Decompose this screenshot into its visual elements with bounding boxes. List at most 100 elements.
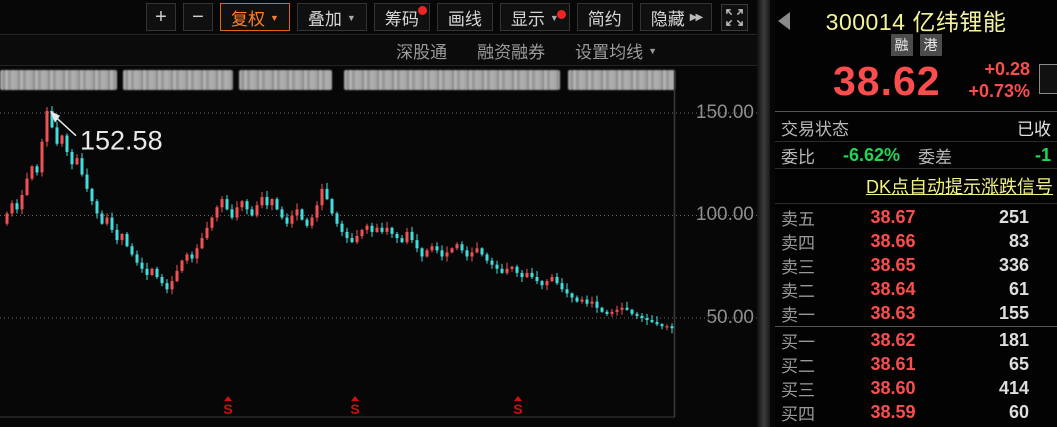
display-button[interactable]: 显示 ▼ xyxy=(499,3,570,31)
level-volume: 65 xyxy=(1008,353,1029,374)
zoom-out-button[interactable]: − xyxy=(183,3,213,31)
draw-line-label: 画线 xyxy=(447,9,482,29)
level-price: 38.63 xyxy=(870,302,916,323)
display-label: 显示 xyxy=(510,9,545,29)
sell-2-row[interactable]: 卖二 38.64 61 xyxy=(775,277,1057,301)
y-axis-tick: 100.00 xyxy=(695,204,754,225)
buy-3-row[interactable]: 买三 38.60 414 xyxy=(775,376,1057,400)
sell-5-row[interactable]: 卖五 38.67 251 xyxy=(775,205,1057,229)
hide-button[interactable]: 隐藏 ▶▶ xyxy=(639,3,713,31)
level-label: 卖四 xyxy=(781,233,815,253)
level-price: 38.59 xyxy=(870,401,916,422)
chips-button[interactable]: 筹码 xyxy=(373,3,430,31)
level-price: 38.60 xyxy=(870,377,916,398)
weibi-row: 委比 -6.62% 委差 -1 xyxy=(775,142,1057,168)
expand-arrows-icon xyxy=(726,8,744,26)
level-label: 买二 xyxy=(781,356,815,376)
overlay-button[interactable]: 叠加 ▼ xyxy=(296,3,367,31)
chevron-down-icon: ▼ xyxy=(648,46,657,56)
overlay-label: 叠加 xyxy=(307,9,342,29)
hk-connect-tag[interactable]: 港 xyxy=(919,34,942,56)
hide-label: 隐藏 xyxy=(650,9,685,29)
level-price: 38.62 xyxy=(870,329,916,350)
stock-tags: 融 港 xyxy=(775,34,1057,56)
buy-1-row[interactable]: 买一 38.62 181 xyxy=(775,328,1057,352)
simple-mode-label: 简约 xyxy=(587,9,622,29)
level-price: 38.66 xyxy=(870,230,916,251)
trade-status-row: 交易状态 已收 xyxy=(775,113,1057,141)
stock-title[interactable]: 300014 亿纬锂能 xyxy=(775,3,1057,37)
level-label: 买五 xyxy=(781,424,833,427)
panel-splitter[interactable] xyxy=(757,0,770,427)
last-price: 38.62 xyxy=(833,58,941,104)
svg-text:152.58: 152.58 xyxy=(80,126,163,156)
level-volume: 336 xyxy=(998,254,1029,275)
draw-line-button[interactable]: 画线 xyxy=(436,3,493,31)
level-label: 买四 xyxy=(781,404,815,424)
fuquan-button[interactable]: 复权 ▼ xyxy=(220,3,290,31)
sell-4-row[interactable]: 卖四 38.66 83 xyxy=(775,229,1057,253)
ma-setting-label: 设置均线 xyxy=(575,43,644,62)
chips-label: 筹码 xyxy=(384,9,419,29)
level-label: 卖三 xyxy=(781,257,815,277)
fullscreen-button[interactable] xyxy=(721,3,749,31)
buy-2-row[interactable]: 买二 38.61 65 xyxy=(775,352,1057,376)
zoom-in-button[interactable]: + xyxy=(146,3,176,31)
level-label: 卖一 xyxy=(781,305,815,325)
level-label: 卖五 xyxy=(781,209,815,229)
level-price: 38.65 xyxy=(870,254,916,275)
level-price: 38.67 xyxy=(870,206,916,227)
margin-tag[interactable]: 融 xyxy=(890,34,913,56)
weibi-label: 委比 xyxy=(781,147,815,167)
kline-chart: 152.58 S S S xyxy=(0,70,757,418)
collapse-left-icon[interactable] xyxy=(778,12,790,30)
double-arrow-icon: ▶▶ xyxy=(689,11,703,23)
censored-text-band xyxy=(239,70,332,90)
level-label: 买三 xyxy=(781,380,815,400)
shenzhen-connect-link[interactable]: 深股通 xyxy=(396,43,448,62)
level-price: 38.61 xyxy=(870,353,916,374)
level-volume: 61 xyxy=(1008,278,1029,299)
dk-signal-link[interactable]: DK点自动提示涨跌信号 xyxy=(865,177,1053,197)
trade-status-value: 已收 xyxy=(1017,119,1051,139)
censored-text-band xyxy=(123,70,233,90)
kline-chart-area[interactable]: 152.58 S S S 150.00 100.00 50.00 xyxy=(0,66,757,427)
weicha-value: -1 xyxy=(1034,144,1051,165)
margin-trading-link[interactable]: 融资融券 xyxy=(477,43,546,62)
chart-panel: + − 复权 ▼ 叠加 ▼ 筹码 画线 显示 ▼ xyxy=(0,0,757,427)
level-volume: 414 xyxy=(998,377,1029,398)
divider xyxy=(775,141,1057,142)
chart-subbar: 深股通 融资融券 设置均线 ▼ xyxy=(0,36,757,66)
divider xyxy=(775,203,1057,204)
buy-queue: 买一 38.62 181 买二 38.61 65 买三 38.60 414 买四… xyxy=(775,328,1057,427)
buy-5-row[interactable]: 买五 38.58 56 xyxy=(775,424,1057,427)
level-label: 买一 xyxy=(781,332,815,352)
level-volume: 251 xyxy=(998,206,1029,227)
ma-setting-dropdown[interactable]: 设置均线 ▼ xyxy=(575,38,657,63)
level-volume: 155 xyxy=(998,302,1029,323)
censored-text-band xyxy=(568,70,675,90)
quote-panel: 300014 亿纬锂能 融 港 38.62 +0.28 +0.73% 交易状态 … xyxy=(775,0,1057,427)
stock-code: 300014 xyxy=(825,9,906,35)
buy-4-row[interactable]: 买四 38.59 60 xyxy=(775,400,1057,424)
add-watchlist-button[interactable] xyxy=(1039,64,1057,94)
censored-text-band xyxy=(344,70,560,90)
sell-3-row[interactable]: 卖三 38.65 336 xyxy=(775,253,1057,277)
chevron-down-icon: ▼ xyxy=(346,12,356,23)
trade-status-label: 交易状态 xyxy=(781,119,849,139)
svg-text:S: S xyxy=(223,401,232,417)
level-volume: 60 xyxy=(1008,401,1029,422)
level-price: 38.58 xyxy=(833,426,953,427)
level-volume: 83 xyxy=(1008,230,1029,251)
price-change: +0.28 +0.73% xyxy=(955,58,1030,102)
level-volume: 56 xyxy=(953,426,1051,427)
chart-toolbar: + − 复权 ▼ 叠加 ▼ 筹码 画线 显示 ▼ xyxy=(0,0,757,35)
price-block: 38.62 +0.28 +0.73% xyxy=(775,56,1057,108)
sell-1-row[interactable]: 卖一 38.63 155 xyxy=(775,301,1057,325)
y-axis-tick: 50.00 xyxy=(706,307,754,328)
simple-mode-button[interactable]: 简约 xyxy=(576,3,633,31)
level-volume: 181 xyxy=(998,329,1029,350)
dk-signal-row: DK点自动提示涨跌信号 xyxy=(775,170,1057,202)
svg-text:S: S xyxy=(513,401,522,417)
